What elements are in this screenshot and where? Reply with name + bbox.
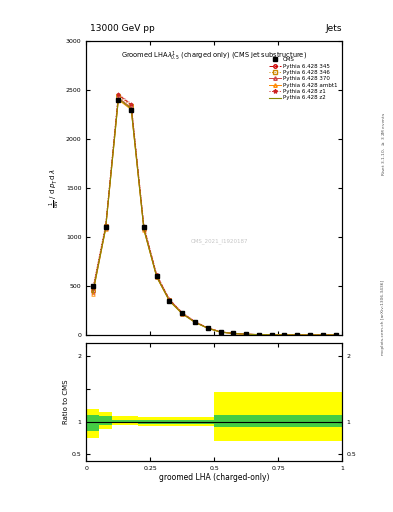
Text: Jets: Jets	[325, 24, 342, 33]
Text: Rivet 3.1.10, $\geq$ 3.2M events: Rivet 3.1.10, $\geq$ 3.2M events	[380, 111, 387, 176]
Y-axis label: Ratio to CMS: Ratio to CMS	[63, 380, 69, 424]
Text: 13000 GeV pp: 13000 GeV pp	[90, 24, 155, 33]
Text: Groomed LHA$\lambda^{1}_{0.5}$ (charged only) (CMS jet substructure): Groomed LHA$\lambda^{1}_{0.5}$ (charged …	[121, 50, 307, 63]
Y-axis label: $\frac{1}{\mathdefault{d}N}\ /\ \mathdefault{d}\,p_T\,\mathdefault{d}\,\lambda$: $\frac{1}{\mathdefault{d}N}\ /\ \mathdef…	[48, 168, 62, 208]
X-axis label: groomed LHA (charged-only): groomed LHA (charged-only)	[159, 474, 270, 482]
Text: mcplots.cern.ch [arXiv:1306.3436]: mcplots.cern.ch [arXiv:1306.3436]	[381, 280, 385, 355]
Legend: CMS, Pythia 6.428 345, Pythia 6.428 346, Pythia 6.428 370, Pythia 6.428 ambt1, P: CMS, Pythia 6.428 345, Pythia 6.428 346,…	[267, 55, 339, 102]
Text: CMS_2021_I1920187: CMS_2021_I1920187	[191, 238, 248, 244]
